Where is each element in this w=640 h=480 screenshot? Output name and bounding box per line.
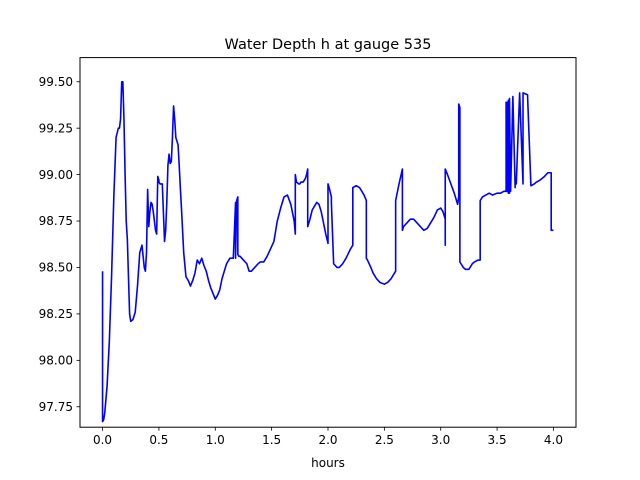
x-tick-label: 0.0 bbox=[93, 433, 112, 447]
x-tick-label: 0.5 bbox=[149, 433, 168, 447]
y-axis: 97.75 98.00 98.25 98.50 98.75 99.00 99.25 99.50 bbox=[39, 75, 80, 414]
x-axis: 0.0 0.5 1.0 1.5 2.0 2.5 3.0 3.5 4.0 bbox=[93, 427, 563, 447]
y-tick-label: 98.50 bbox=[39, 261, 73, 275]
x-tick-label: 1.0 bbox=[206, 433, 225, 447]
y-tick-label: 99.25 bbox=[39, 121, 73, 135]
x-tick-label: 2.5 bbox=[375, 433, 394, 447]
x-tick-label: 2.0 bbox=[318, 433, 337, 447]
y-tick-label: 97.75 bbox=[39, 400, 73, 414]
y-tick-label: 99.50 bbox=[39, 75, 73, 89]
x-tick-label: 3.0 bbox=[431, 433, 450, 447]
x-axis-label: hours bbox=[311, 456, 345, 470]
y-tick-label: 98.25 bbox=[39, 307, 73, 321]
series-line-0 bbox=[101, 80, 554, 423]
x-tick-label: 1.5 bbox=[262, 433, 281, 447]
plot-frame bbox=[79, 57, 577, 428]
x-tick-label: 4.0 bbox=[544, 433, 563, 447]
y-tick-label: 98.75 bbox=[39, 214, 73, 228]
x-tick-label: 3.5 bbox=[488, 433, 507, 447]
plot-area bbox=[101, 80, 554, 423]
y-tick-label: 98.00 bbox=[39, 354, 73, 368]
y-tick-label: 99.00 bbox=[39, 168, 73, 182]
chart-title: Water Depth h at gauge 535 bbox=[225, 37, 432, 53]
